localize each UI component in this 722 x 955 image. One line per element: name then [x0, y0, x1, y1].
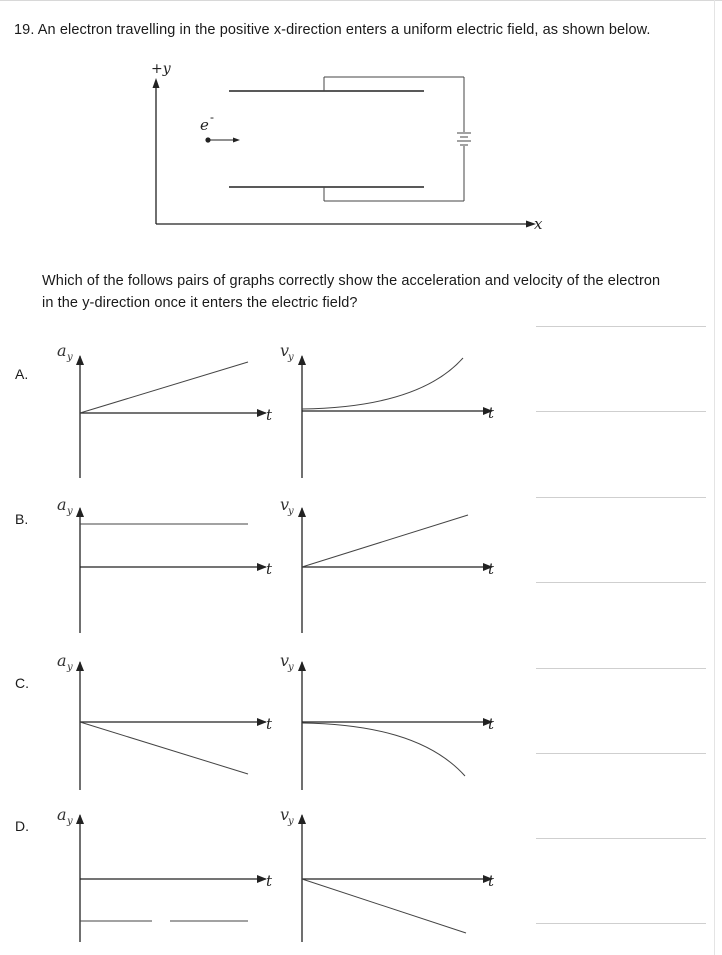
svg-text:y: y	[66, 816, 73, 827]
a-accel-label: a	[57, 341, 67, 360]
question-text: 19. An electron travelling in the positi…	[14, 22, 651, 38]
option-b-velocity-graph: v y t	[280, 495, 495, 633]
x-axis-label: x	[534, 215, 543, 233]
option-a-velocity-graph: v y t	[280, 341, 495, 478]
svg-text:v: v	[280, 651, 289, 670]
y-axis-arrowhead	[152, 78, 160, 88]
ruled-line	[536, 582, 706, 583]
option-c-velocity-graph: v y t	[280, 651, 495, 790]
svg-text:y: y	[287, 816, 294, 827]
option-c-label: C.	[15, 675, 29, 691]
svg-text:t: t	[266, 872, 273, 890]
svg-text:a: a	[57, 805, 67, 824]
c-velocity-curve	[301, 722, 466, 777]
ruled-line	[536, 838, 706, 839]
option-a-label: A.	[15, 366, 29, 382]
c-accel-line	[79, 721, 249, 775]
electron-label: e	[200, 116, 209, 134]
svg-text:a: a	[57, 651, 67, 670]
option-b-acceleration-graph: a y t	[57, 495, 273, 633]
electron-velocity-arrowhead	[233, 137, 240, 143]
electron-dot	[205, 137, 211, 143]
ruled-line	[536, 753, 706, 754]
ruled-line	[536, 411, 706, 412]
a-accel-sub: y	[66, 352, 73, 363]
electron-charge-label: -	[210, 110, 214, 124]
a-velocity-curve	[301, 357, 464, 410]
option-d-acceleration-graph: a y t	[57, 805, 273, 942]
svg-text:a: a	[57, 495, 67, 514]
d-velocity-line	[301, 878, 467, 934]
prompt-line-1: Which of the follows pairs of graphs cor…	[42, 273, 661, 289]
svg-text:t: t	[266, 715, 273, 733]
a-accel-t-label: t	[266, 406, 273, 424]
a-vel-t-label: t	[488, 404, 495, 422]
option-d-velocity-graph: v y t	[280, 805, 495, 942]
prompt-line-2: in the y-direction once it enters the el…	[42, 295, 358, 311]
svg-text:y: y	[287, 506, 294, 517]
page-border-top	[0, 0, 722, 1]
b-velocity-line	[301, 514, 469, 568]
option-d-label: D.	[15, 818, 29, 834]
svg-text:y: y	[66, 662, 73, 673]
svg-text:t: t	[488, 715, 495, 733]
option-a-acceleration-graph: a y t	[57, 341, 273, 478]
svg-text:t: t	[266, 560, 273, 578]
y-axis-label: +y	[151, 61, 172, 77]
a-accel-line	[79, 361, 249, 414]
ruled-line	[536, 668, 706, 669]
svg-text:y: y	[66, 506, 73, 517]
svg-text:v: v	[280, 805, 289, 824]
page-border-right	[714, 0, 715, 955]
svg-text:t: t	[488, 560, 495, 578]
ruled-line	[536, 497, 706, 498]
option-c-acceleration-graph: a y t	[57, 651, 273, 790]
ruled-line	[536, 326, 706, 327]
a-vel-sub: y	[287, 352, 294, 363]
a-vel-label: v	[280, 341, 289, 360]
ruled-line	[536, 923, 706, 924]
svg-text:t: t	[488, 872, 495, 890]
x-axis-arrowhead	[526, 220, 536, 228]
svg-text:v: v	[280, 495, 289, 514]
svg-text:y: y	[287, 662, 294, 673]
option-b-label: B.	[15, 511, 29, 527]
electric-field-diagram: +y x e -	[151, 61, 543, 233]
